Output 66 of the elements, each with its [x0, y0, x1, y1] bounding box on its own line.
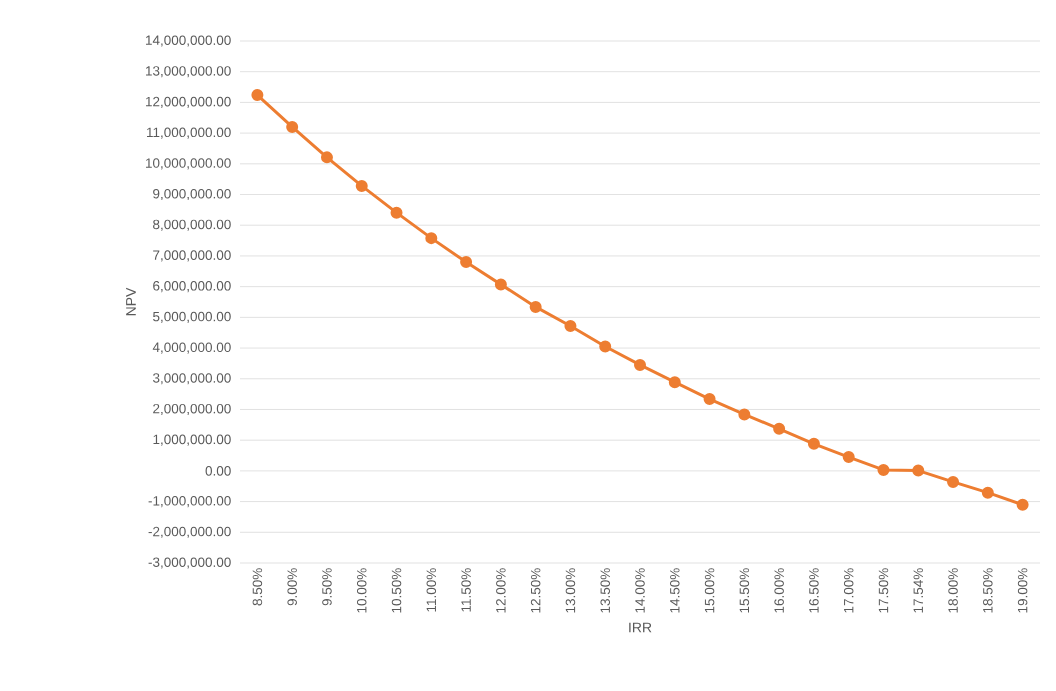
x-tick-label: 17.54%	[913, 568, 924, 613]
x-tick-label: 13.00%	[565, 568, 576, 613]
x-tick-label: 15.00%	[704, 568, 715, 613]
y-tick-label: -1,000,000.00	[148, 496, 231, 508]
x-tick-label: 9.50%	[322, 568, 332, 606]
x-tick-label: 11.00%	[426, 568, 437, 612]
x-tick-label: 11.50%	[461, 568, 471, 612]
point	[807, 437, 820, 450]
y-tick-label: 9,000,000.00	[153, 188, 231, 201]
x-tick-label: 9.00%	[287, 568, 297, 606]
x-tick-label: 14.50%	[670, 568, 680, 613]
point	[912, 464, 925, 477]
point	[1016, 498, 1029, 511]
point	[425, 232, 438, 245]
y-tick-label: 1,000,000.00	[153, 434, 231, 446]
point	[773, 422, 786, 435]
y-tick-label: 3,000,000.00	[152, 373, 231, 385]
y-tick-label: 5,000,000.00	[153, 311, 231, 323]
x-tick-label: 19.00%	[1017, 568, 1028, 613]
y-tick-label: 12,000,000.00	[146, 96, 231, 108]
y-tick-label: 7,000,000.00	[153, 250, 231, 262]
point	[877, 463, 890, 476]
x-tick-label: 13.50%	[600, 568, 610, 613]
point	[251, 89, 264, 102]
y-tick-label: 14,000,000.00	[146, 35, 231, 47]
x-tick-label: 17.50%	[878, 568, 889, 613]
point	[947, 475, 960, 488]
point	[286, 120, 299, 133]
x-tick-label: 10.00%	[356, 568, 367, 613]
y-tick-label: -3,000,000.00	[148, 557, 231, 569]
y-tick-label: 2,000,000.00	[153, 403, 231, 416]
x-tick-label: 14.00%	[635, 568, 645, 613]
y-tick-label: 6,000,000.00	[153, 281, 231, 293]
x-tick-label: 15.50%	[739, 568, 750, 613]
x-tick-label: 16.50%	[809, 568, 819, 613]
x-tick-label: 12.50%	[530, 568, 541, 613]
point	[564, 319, 577, 332]
y-tick-label: 11,000,000.00	[147, 127, 231, 139]
point	[460, 256, 473, 269]
y-axis-title: NPV	[126, 287, 136, 316]
y-tick-label: 13,000,000.00	[146, 66, 231, 78]
y-tick-label: 4,000,000.00	[152, 342, 231, 354]
x-tick-label: 16.00%	[774, 568, 784, 613]
point	[529, 300, 542, 313]
point	[703, 393, 716, 406]
point	[634, 358, 646, 371]
y-tick-label: 10,000,000.00	[146, 158, 231, 170]
point	[981, 486, 994, 499]
point	[668, 376, 681, 389]
x-tick-label: 18.00%	[948, 568, 958, 613]
point	[390, 206, 403, 219]
point	[355, 179, 368, 192]
point	[320, 151, 333, 164]
x-tick-label: 17.00%	[843, 568, 854, 613]
point	[599, 340, 612, 353]
x-tick-label: 10.50%	[391, 568, 402, 613]
x-tick-label: 18.50%	[983, 568, 993, 613]
x-axis-title: IRR	[629, 622, 652, 633]
point	[738, 408, 751, 421]
y-tick-label: -2,000,000.00	[148, 526, 231, 538]
x-tick-label: 12.00%	[496, 568, 506, 613]
point	[842, 451, 855, 464]
y-tick-label: 0.00	[205, 466, 231, 476]
y-tick-label: 8,000,000.00	[153, 219, 231, 231]
point	[494, 278, 507, 291]
x-tick-label: 8.50%	[252, 568, 263, 606]
